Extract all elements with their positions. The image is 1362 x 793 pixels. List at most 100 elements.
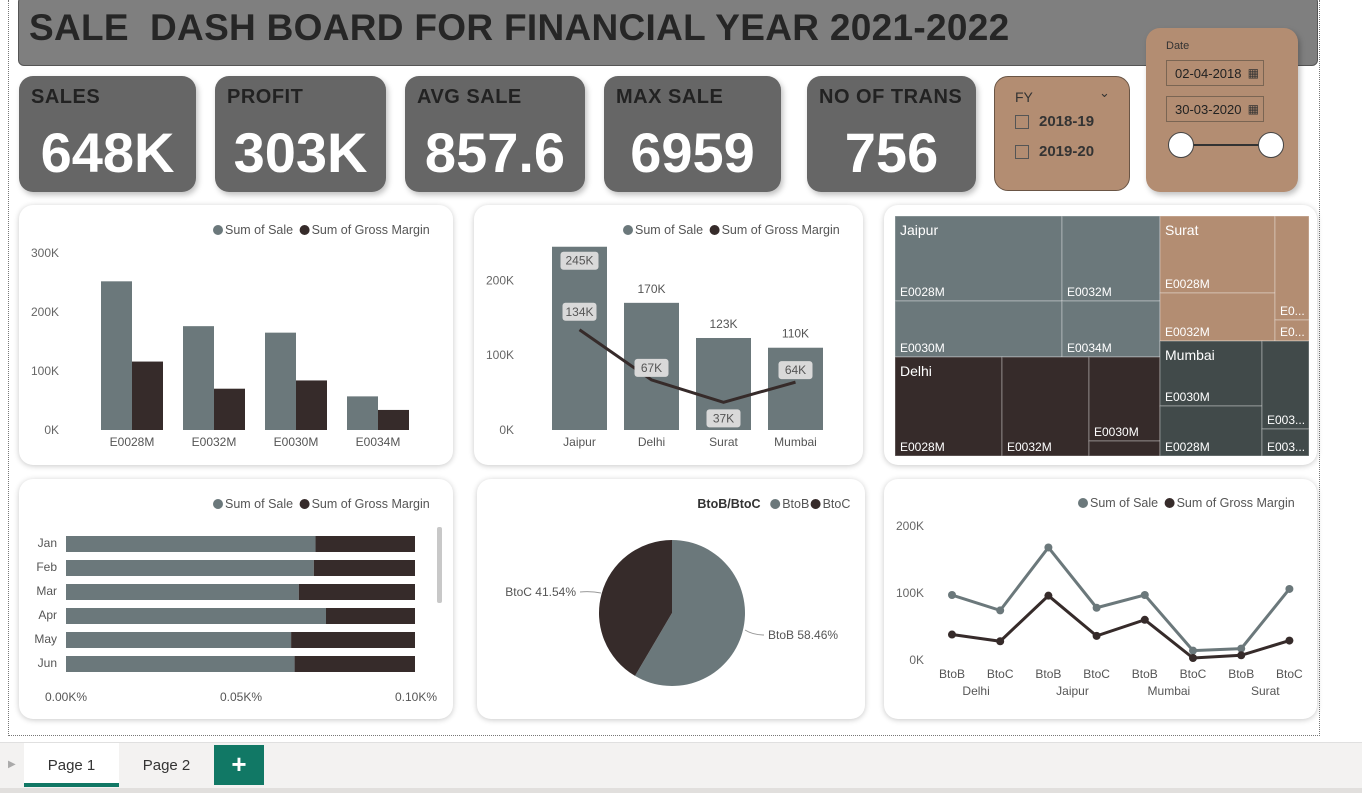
y-tick-label: 0K xyxy=(909,653,924,667)
data-point xyxy=(1189,653,1197,662)
kpi-card-avg-sale[interactable]: AVG SALE 857.6 xyxy=(405,76,585,192)
y-tick-label: 200K xyxy=(896,519,924,533)
legend-label: Sum of Sale xyxy=(635,223,703,237)
scroll-left-icon[interactable]: ▶ xyxy=(8,759,16,770)
monthly-stacked-chart[interactable]: Sum of Sale Sum of Gross Margin Jan Feb Mar A… xyxy=(19,479,453,719)
x-tick-label: BtoB xyxy=(1132,667,1158,681)
legend-marker xyxy=(1164,498,1175,508)
legend-marker xyxy=(299,225,310,235)
sale-by-city-chart[interactable]: Sum of Sale Sum of Gross Margin 0K 100K 200K… xyxy=(474,205,863,465)
treemap-group-label: Mumbai xyxy=(1165,347,1215,363)
end-date-value: 30-03-2020 xyxy=(1175,102,1242,117)
monthly-stacked-chart-card[interactable]: Sum of Sale Sum of Gross Margin Jan Feb Mar A… xyxy=(19,479,453,719)
kpi-label: AVG SALE xyxy=(417,86,522,108)
kpi-card-profit[interactable]: PROFIT 303K xyxy=(215,76,386,192)
treemap-cell-label: E003... xyxy=(1267,440,1305,454)
data-label: 134K xyxy=(565,305,593,319)
y-tick-label: 100K xyxy=(896,586,924,600)
x-tick-label: Delhi xyxy=(638,435,665,449)
sale-by-employee-chart-card[interactable]: Sum of Sale Sum of Gross Margin 0K 100K 200K… xyxy=(19,205,453,465)
fy-option-2019-20[interactable]: 2019-20 xyxy=(1015,143,1094,160)
bar xyxy=(291,632,415,648)
end-date-input[interactable]: 30-03-2020 ▦ xyxy=(1166,96,1264,122)
date-range-start-handle[interactable] xyxy=(1168,132,1194,158)
data-point xyxy=(1044,591,1053,600)
checkbox-icon[interactable] xyxy=(1015,114,1029,129)
data-point xyxy=(1140,615,1149,624)
x-group-label: Delhi xyxy=(962,684,989,698)
legend-label: BtoC xyxy=(823,497,851,511)
bar xyxy=(313,560,415,576)
legend-label: Sum of Sale xyxy=(1090,496,1158,510)
x-tick-label: BtoB xyxy=(1035,667,1061,681)
kpi-card-sales[interactable]: SALES 648K xyxy=(19,76,196,192)
x-tick-label: E0032M xyxy=(192,435,237,449)
data-point xyxy=(1285,584,1294,593)
data-label-box xyxy=(560,251,599,270)
start-date-input[interactable]: 02-04-2018 ▦ xyxy=(1166,60,1264,86)
data-label-box xyxy=(634,358,669,377)
legend-marker xyxy=(810,499,821,509)
data-point xyxy=(1285,636,1294,645)
treemap-cell-label: E0028M xyxy=(1165,440,1210,454)
city-employee-treemap[interactable]: Jaipur E0028M E0032M E0030M E0034M Surat E0028… xyxy=(884,205,1317,465)
bar xyxy=(378,409,409,430)
bar xyxy=(296,380,327,430)
x-tick-label: E0030M xyxy=(274,435,319,449)
treemap-cell xyxy=(1159,215,1276,294)
legend-label: BtoB xyxy=(782,497,809,511)
treemap-cell-label: E0030M xyxy=(1094,425,1139,439)
treemap-cell xyxy=(1088,440,1161,457)
city-type-line-chart[interactable]: Sum of Sale Sum of Gross Margin 0K 100K 200K… xyxy=(884,479,1317,719)
scrollbar xyxy=(437,527,442,603)
treemap-cell-label: E0034M xyxy=(1067,341,1112,355)
treemap-cell-label: E0... xyxy=(1280,325,1305,339)
btob-btoc-pie-chart[interactable]: BtoB/BtoC BtoB BtoC BtoB 58.46% BtoC 41.54% xyxy=(477,479,865,719)
y-tick-label: 200K xyxy=(486,273,514,287)
bar xyxy=(347,396,378,430)
kpi-card-max-sale[interactable]: MAX SALE 6959 xyxy=(604,76,781,192)
x-group-label: Jaipur xyxy=(1056,684,1089,698)
tab-page-1[interactable]: Page 1 xyxy=(24,743,119,787)
data-point xyxy=(1044,543,1053,552)
leader-line xyxy=(579,591,602,594)
y-tick-label: 200K xyxy=(31,305,59,319)
data-point xyxy=(1237,651,1246,660)
sale-by-city-chart-card[interactable]: Sum of Sale Sum of Gross Margin 0K 100K 200K… xyxy=(474,205,863,465)
date-range-end-handle[interactable] xyxy=(1258,132,1284,158)
date-slicer[interactable]: Date 02-04-2018 ▦ 30-03-2020 ▦ xyxy=(1146,28,1298,192)
fy-option-2018-19[interactable]: 2018-19 xyxy=(1015,113,1094,130)
date-slicer-header: Date xyxy=(1166,40,1190,52)
calendar-icon[interactable]: ▦ xyxy=(1247,66,1259,80)
treemap-cell-label: E0030M xyxy=(900,341,945,355)
status-strip xyxy=(0,788,1362,793)
data-label: 170K xyxy=(637,282,665,296)
data-point xyxy=(1237,644,1246,653)
x-tick-label: BtoC xyxy=(987,667,1014,681)
legend-label: Sum of Gross Margin xyxy=(312,223,430,237)
city-type-line-chart-card[interactable]: Sum of Sale Sum of Gross Margin 0K 100K 200K… xyxy=(884,479,1317,719)
checkbox-icon[interactable] xyxy=(1015,144,1029,159)
data-point xyxy=(948,591,956,600)
kpi-value: 648K xyxy=(40,121,175,184)
fy-slicer[interactable]: FY ⌄ 2018-19 2019-20 xyxy=(994,76,1130,191)
data-label: 67K xyxy=(641,361,662,375)
data-point xyxy=(1092,603,1101,612)
treemap-card[interactable]: Jaipur E0028M E0032M E0030M E0034M Surat E0028… xyxy=(884,205,1317,465)
legend-label: Sum of Gross Margin xyxy=(312,497,430,511)
treemap-cell-label: E0030M xyxy=(1165,390,1210,404)
data-label: 37K xyxy=(713,411,734,425)
add-page-button[interactable]: + xyxy=(214,745,264,785)
sale-by-employee-chart[interactable]: Sum of Sale Sum of Gross Margin 0K 100K 200K… xyxy=(19,205,453,465)
kpi-card-no-of-trans[interactable]: NO OF TRANS 756 xyxy=(807,76,976,192)
btob-btoc-pie-card[interactable]: BtoB/BtoC BtoB BtoC BtoB 58.46% BtoC 41.54% xyxy=(477,479,865,719)
y-tick-label: 0K xyxy=(44,423,59,437)
treemap-cell xyxy=(1274,215,1310,321)
x-tick-label: BtoB xyxy=(939,667,965,681)
chevron-down-icon[interactable]: ⌄ xyxy=(1099,85,1110,100)
kpi-value: 857.6 xyxy=(424,121,566,184)
calendar-icon[interactable]: ▦ xyxy=(1247,102,1259,116)
tab-page-2[interactable]: Page 2 xyxy=(142,757,191,774)
data-point xyxy=(1092,631,1101,640)
treemap-cell-label: E0032M xyxy=(1067,285,1112,299)
